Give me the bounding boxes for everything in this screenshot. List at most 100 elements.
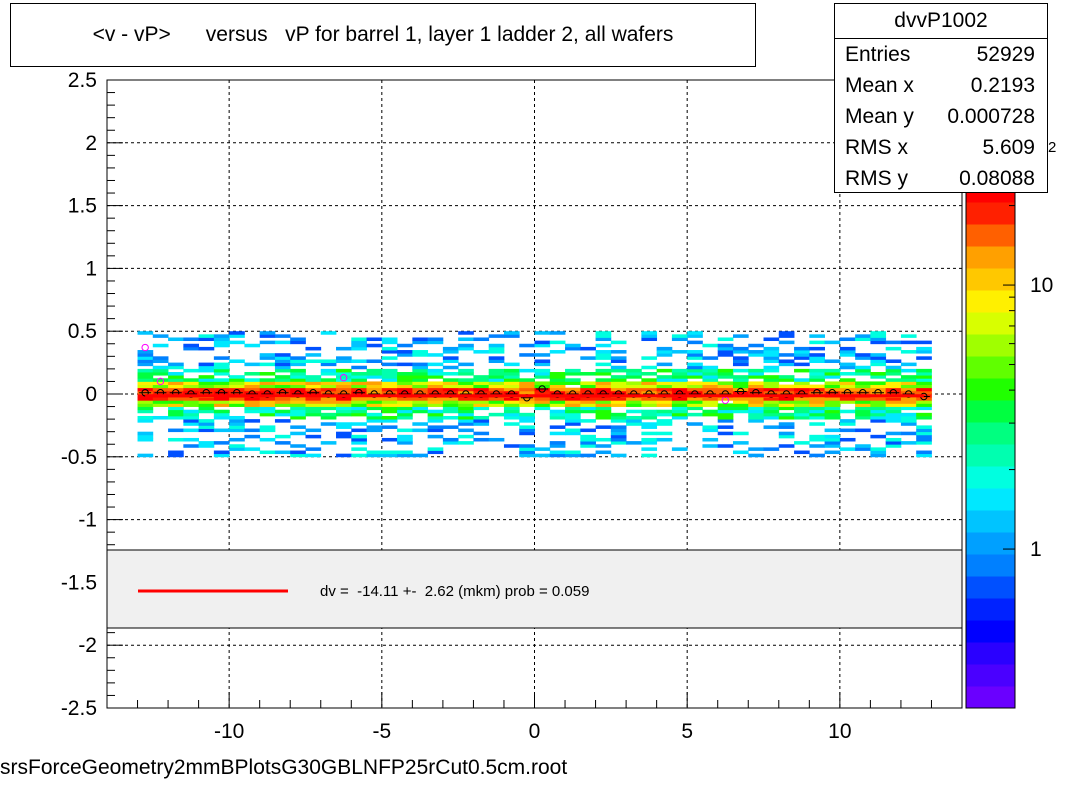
heatmap-cell (656, 387, 673, 392)
heatmap-cell (595, 444, 612, 448)
heatmap-cell (900, 400, 917, 404)
heatmap-cell (473, 422, 490, 426)
heatmap-cell (336, 378, 352, 382)
heatmap-cell (412, 381, 429, 385)
stats-name: dvvP1002 (835, 4, 1047, 39)
heatmap-cell (229, 375, 245, 379)
heatmap-cell (626, 372, 642, 376)
heatmap-cell (687, 412, 703, 417)
colorbar-cell (966, 224, 1015, 247)
heatmap-cell (381, 340, 398, 345)
heatmap-cell (427, 384, 444, 389)
heatmap-cell (488, 384, 505, 389)
heatmap-cell (488, 368, 505, 373)
colorbar-cell (966, 400, 1015, 423)
heatmap-cell (778, 353, 795, 357)
heatmap-cell (183, 378, 200, 382)
heatmap-cell (336, 384, 352, 389)
heatmap-cell (839, 337, 856, 342)
heatmap-cell (168, 428, 184, 433)
heatmap-cell (778, 397, 795, 401)
heatmap-cell (244, 397, 261, 401)
heatmap-cell (442, 365, 459, 370)
heatmap-cell (183, 400, 200, 404)
heatmap-cell (580, 403, 596, 407)
heatmap-cell (183, 419, 200, 423)
heatmap-cell (580, 356, 596, 360)
heatmap-cell (168, 409, 184, 414)
heatmap-cell (794, 441, 810, 445)
heatmap-cell (412, 400, 429, 404)
heatmap-cell (839, 397, 856, 401)
heatmap-cell (702, 428, 719, 433)
heatmap-cell (610, 390, 627, 395)
heatmap-cell (183, 343, 200, 348)
heatmap-cell (534, 403, 551, 407)
heatmap-cell (794, 390, 810, 395)
heatmap-cell (610, 381, 627, 385)
heatmap-cell (229, 334, 245, 338)
heatmap-cell (855, 365, 871, 370)
heatmap-cell (442, 346, 459, 351)
heatmap-cell (351, 403, 367, 407)
heatmap-cell (259, 372, 276, 376)
heatmap-cell (381, 450, 398, 455)
heatmap-cell (702, 378, 719, 382)
heatmap-cell (290, 415, 306, 420)
heatmap-cell (870, 447, 887, 451)
heatmap-cell (870, 331, 887, 335)
heatmap-cell (274, 441, 291, 445)
y-tick-label: -2.5 (61, 697, 97, 720)
heatmap-cell (809, 340, 825, 345)
heatmap-cell (244, 343, 261, 348)
heatmap-cell (458, 381, 474, 385)
heatmap-cell (732, 334, 749, 338)
heatmap-cell (458, 372, 474, 376)
heatmap-cell (488, 375, 505, 379)
heatmap-cell (824, 441, 841, 445)
heatmap-cell (458, 368, 474, 373)
heatmap-cell (565, 450, 581, 455)
heatmap-cell (702, 425, 719, 429)
heatmap-cell (397, 415, 413, 420)
heatmap-cell (656, 412, 673, 417)
heatmap-cell (259, 406, 276, 411)
heatmap-cell (580, 453, 596, 458)
heatmap-cell (687, 406, 703, 411)
heatmap-cell (595, 353, 612, 357)
colorbar-cell (966, 664, 1015, 687)
heatmap-cell (549, 331, 566, 335)
heatmap-cell (381, 390, 398, 395)
heatmap-cell (870, 403, 887, 407)
heatmap-cell (610, 400, 627, 404)
heatmap-cell (290, 453, 306, 458)
heatmap-cell (488, 356, 505, 360)
heatmap-cell (763, 356, 780, 360)
heatmap-cell (183, 346, 200, 351)
stats-label: Mean y (845, 105, 914, 128)
heatmap-cell (656, 390, 673, 395)
heatmap-cell (366, 412, 383, 417)
heatmap-cell (290, 412, 306, 417)
heatmap-cell (763, 378, 780, 382)
heatmap-cell (458, 434, 474, 439)
heatmap-cell (320, 397, 337, 401)
heatmap-cell (687, 381, 703, 385)
stats-label: RMS x (845, 136, 908, 159)
heatmap-cell (213, 368, 230, 373)
heatmap-cell (794, 409, 810, 414)
heatmap-cell (580, 381, 596, 385)
heatmap-cell (687, 362, 703, 367)
heatmap-cell (549, 384, 566, 389)
heatmap-cell (534, 359, 551, 363)
heatmap-cell (259, 450, 276, 455)
heatmap-cell (870, 434, 887, 439)
heatmap-cell (916, 428, 932, 433)
heatmap-cell (885, 412, 902, 417)
heatmap-cell (137, 419, 154, 423)
heatmap-cell (351, 422, 367, 426)
heatmap-cell (503, 331, 520, 335)
heatmap-cell (855, 334, 871, 338)
heatmap-cell (870, 356, 887, 360)
heatmap-cell (290, 390, 306, 395)
